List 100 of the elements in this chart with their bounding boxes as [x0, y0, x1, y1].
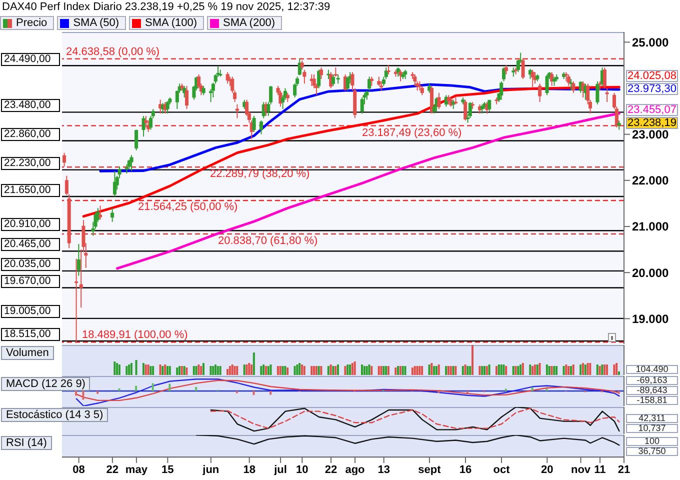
bar: [216, 366, 219, 375]
bar: [96, 391, 99, 394]
bar: [192, 366, 195, 375]
x-tick-label: 22: [324, 464, 338, 476]
bar: [562, 366, 565, 375]
ref-line-label: 19.670,00: [1, 274, 60, 288]
bar: [616, 363, 618, 375]
bar: [303, 366, 306, 375]
chart-title: MACD (12 26 9): [1, 377, 90, 391]
candlestick: [380, 80, 384, 92]
x-tick-label: sept: [418, 464, 442, 476]
bar: [484, 366, 486, 375]
bar: [228, 366, 231, 375]
x-tick-label: may: [125, 464, 148, 476]
bar: [517, 366, 520, 375]
bar: [236, 366, 238, 375]
bar: [296, 364, 298, 375]
bar: [565, 364, 568, 375]
ref-line-label: 22.230,00: [1, 156, 60, 170]
bar: [144, 364, 147, 375]
bar: [414, 366, 416, 375]
x-tick-label: 21: [618, 464, 630, 476]
bar: [469, 366, 472, 375]
bar: [320, 366, 322, 375]
bar: [584, 364, 586, 375]
bar: [404, 366, 406, 375]
bar: [601, 364, 604, 375]
bar: [596, 364, 598, 375]
bar: [252, 391, 255, 396]
bar: [368, 364, 370, 375]
bar: [312, 366, 315, 375]
bar: [210, 366, 212, 375]
y-tick-label: 20.000: [632, 266, 670, 280]
bar: [200, 366, 202, 375]
bar: [536, 364, 538, 375]
ref-line-label: 20.910,00: [1, 218, 60, 231]
ref-line-label: 23.187,49 (23,60 %): [362, 126, 462, 139]
bar: [344, 366, 346, 375]
bar: [370, 366, 373, 375]
x-tick-label: nov: [570, 464, 592, 476]
candlestick: [144, 115, 148, 128]
bar: [267, 366, 270, 375]
bar: [126, 366, 128, 375]
text: -69,163: [626, 375, 678, 385]
bar: [433, 366, 436, 375]
bar: [550, 366, 553, 375]
bar: [430, 363, 433, 375]
bar: [502, 364, 505, 375]
bar: [186, 368, 188, 375]
bar: [178, 366, 180, 375]
ref-line-label: 20.465,00: [1, 238, 60, 252]
bar: [152, 383, 154, 391]
bar: [279, 366, 282, 375]
candlestick: [300, 60, 304, 70]
bar: [589, 363, 592, 375]
candlestick: [413, 74, 417, 86]
candlestick: [468, 102, 472, 119]
bar: [421, 366, 424, 375]
ref-line-label: 22.860,00: [1, 128, 60, 141]
ref-line-label: 21.650,00: [1, 184, 60, 197]
candlestick: [202, 85, 206, 96]
ref-line-label: 18.515,00: [1, 328, 60, 341]
candlestick: [502, 66, 506, 82]
text: -158,81: [626, 395, 678, 405]
bar: [334, 366, 337, 375]
candlestick: [566, 74, 570, 86]
bar: [270, 364, 272, 375]
legend-label: SMA (100): [145, 17, 198, 29]
bar: [556, 366, 558, 375]
bar: [361, 364, 364, 375]
candlestick: [317, 69, 321, 89]
chart-title: Volumen: [1, 346, 54, 360]
candlestick: [124, 164, 128, 174]
data-label: 23.455,07: [626, 104, 678, 116]
bar: [82, 391, 84, 400]
bar: [572, 364, 574, 375]
candlestick: [235, 104, 239, 119]
bar: [546, 364, 548, 375]
bar: [454, 366, 457, 375]
bar: [351, 363, 354, 375]
candlestick: [569, 78, 573, 92]
bar: [310, 366, 313, 375]
candlestick: [286, 92, 290, 103]
candlestick: [605, 88, 609, 103]
bar: [118, 364, 120, 375]
bar: [452, 366, 454, 375]
ref-line-label: 20.035,00: [1, 258, 60, 271]
bar: [114, 362, 116, 375]
candlestick: [617, 120, 621, 130]
bar: [198, 364, 200, 375]
data-label: 24.025,08: [626, 70, 678, 82]
candlestick: [259, 120, 263, 135]
x-tick-label: jun: [202, 464, 220, 476]
bar: [462, 366, 464, 375]
candlestick: [545, 74, 549, 96]
bar: [202, 363, 204, 375]
bar: [598, 366, 601, 375]
ref-line-label: 20.838,70 (61,80 %): [218, 234, 318, 247]
bar: [534, 364, 536, 375]
bar: [332, 366, 334, 375]
